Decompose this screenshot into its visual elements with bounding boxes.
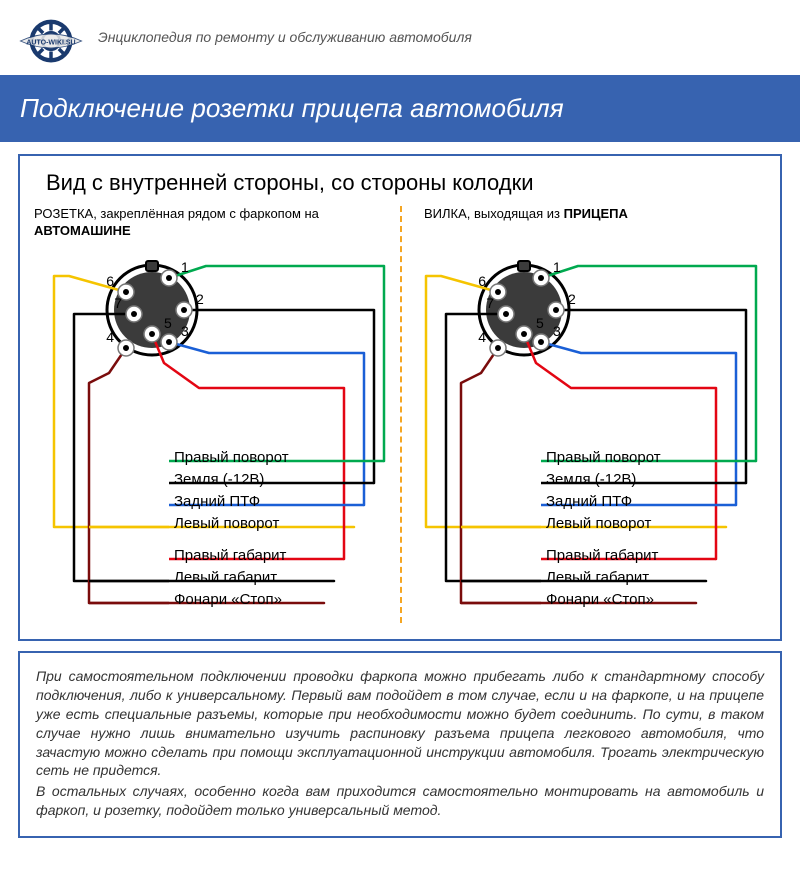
svg-text:Левый габарит: Левый габарит xyxy=(546,569,649,586)
svg-text:1: 1 xyxy=(181,259,189,275)
left-wiring-diagram: 123 4 5 67 Правый поворот Земля (-12В) Задний … xyxy=(34,248,394,623)
logo-icon: AUTO-WIKI.SU xyxy=(16,10,86,65)
svg-text:Правый поворот: Правый поворот xyxy=(174,449,289,466)
diagram-columns: РОЗЕТКА, закреплённая рядом с фаркопом н… xyxy=(28,206,772,623)
svg-text:3: 3 xyxy=(553,323,561,339)
svg-text:4: 4 xyxy=(478,329,486,345)
description-p1: При самостоятельном подключении проводки… xyxy=(36,667,764,780)
diagram-title: Вид с внутренней стороны, со стороны кол… xyxy=(46,170,772,196)
tagline: Энциклопедия по ремонту и обслуживанию а… xyxy=(98,28,472,46)
svg-text:Земля (-12В): Земля (-12В) xyxy=(546,471,636,488)
svg-text:Левый поворот: Левый поворот xyxy=(174,515,279,532)
header: AUTO-WIKI.SU Энциклопедия по ремонту и о… xyxy=(0,0,800,75)
svg-text:Правый поворот: Правый поворот xyxy=(546,449,661,466)
svg-text:Задний ПТФ: Задний ПТФ xyxy=(546,493,632,510)
svg-text:6: 6 xyxy=(478,273,486,289)
right-column: ВИЛКА, выходящая из ПРИЦЕПА 123 4 5 67 Правы… xyxy=(400,206,772,623)
svg-text:1: 1 xyxy=(553,259,561,275)
svg-text:AUTO-WIKI.SU: AUTO-WIKI.SU xyxy=(26,40,75,47)
svg-text:Правый габарит: Правый габарит xyxy=(546,547,659,564)
svg-text:5: 5 xyxy=(164,315,172,331)
svg-text:Земля (-12В): Земля (-12В) xyxy=(174,471,264,488)
svg-text:Левый габарит: Левый габарит xyxy=(174,569,277,586)
right-subtitle: ВИЛКА, выходящая из ПРИЦЕПА xyxy=(406,206,766,240)
svg-text:Фонари «Стоп»: Фонари «Стоп» xyxy=(546,591,654,608)
svg-text:2: 2 xyxy=(196,291,204,307)
svg-text:2: 2 xyxy=(568,291,576,307)
svg-text:3: 3 xyxy=(181,323,189,339)
svg-text:7: 7 xyxy=(114,295,122,311)
left-subtitle: РОЗЕТКА, закреплённая рядом с фаркопом н… xyxy=(34,206,394,240)
svg-text:7: 7 xyxy=(486,295,494,311)
svg-text:6: 6 xyxy=(106,273,114,289)
svg-text:Задний ПТФ: Задний ПТФ xyxy=(174,493,260,510)
title-bar: Подключение розетки прицепа автомобиля xyxy=(0,75,800,142)
right-wiring-diagram: 123 4 5 67 Правый поворот Земля (-12В) Задний … xyxy=(406,248,766,623)
page-title: Подключение розетки прицепа автомобиля xyxy=(20,93,780,124)
diagram-box: Вид с внутренней стороны, со стороны кол… xyxy=(18,154,782,641)
svg-text:Левый поворот: Левый поворот xyxy=(546,515,651,532)
left-column: РОЗЕТКА, закреплённая рядом с фаркопом н… xyxy=(28,206,400,623)
svg-text:Фонари «Стоп»: Фонари «Стоп» xyxy=(174,591,282,608)
description-box: При самостоятельном подключении проводки… xyxy=(18,651,782,838)
svg-text:4: 4 xyxy=(106,329,114,345)
description-p2: В остальных случаях, особенно когда вам … xyxy=(36,782,764,820)
svg-text:Правый габарит: Правый габарит xyxy=(174,547,287,564)
svg-text:5: 5 xyxy=(536,315,544,331)
column-divider xyxy=(400,206,402,623)
